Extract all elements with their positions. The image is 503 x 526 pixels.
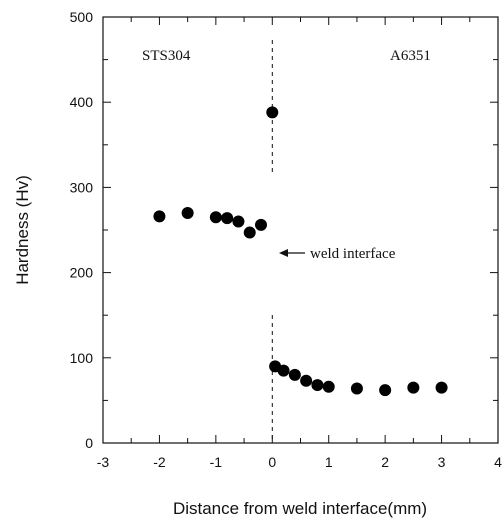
y-tick-label: 500 [70,9,94,25]
weld-interface-label: weld interface [310,246,396,262]
data-point [255,218,267,231]
data-point [407,381,420,394]
data-point [181,206,194,219]
data-point [379,384,392,397]
data-point [243,226,256,239]
data-point [266,106,279,119]
weld-interface-arrow [279,249,305,257]
y-axis-title: Hardness (Hv) [13,175,32,285]
axis-ticks [102,16,499,444]
data-point [232,215,245,228]
y-tick-label: 300 [70,179,94,195]
data-points [153,106,448,397]
y-tick-label: 200 [70,265,94,281]
x-tick-label: 0 [268,454,276,470]
x-tick-label: 2 [381,454,389,470]
y-tick-label: 400 [70,94,94,110]
x-tick-label: 1 [325,454,333,470]
data-point [153,210,166,223]
data-point [311,379,324,392]
x-tick-label: -2 [153,454,166,470]
data-point [277,364,290,377]
x-axis-title: Distance from weld interface(mm) [173,499,427,518]
data-point [288,368,301,381]
data-point [322,380,335,393]
x-tick-label: -1 [210,454,223,470]
region-label-sts304: STS304 [142,48,191,64]
y-tick-label: 0 [85,435,93,451]
data-point [350,382,363,395]
data-point [300,374,313,387]
x-tick-label: 3 [438,454,446,470]
data-point [435,381,448,394]
data-point [221,212,234,225]
y-tick-label: 100 [70,350,94,366]
data-point [209,211,222,224]
region-label-a6351: A6351 [390,48,431,64]
x-tick-label: 4 [494,454,502,470]
axis-tick-labels: -3 -2 -1 0 1 2 3 4 0 100 200 300 400 500 [70,9,502,470]
x-tick-label: -3 [97,454,110,470]
